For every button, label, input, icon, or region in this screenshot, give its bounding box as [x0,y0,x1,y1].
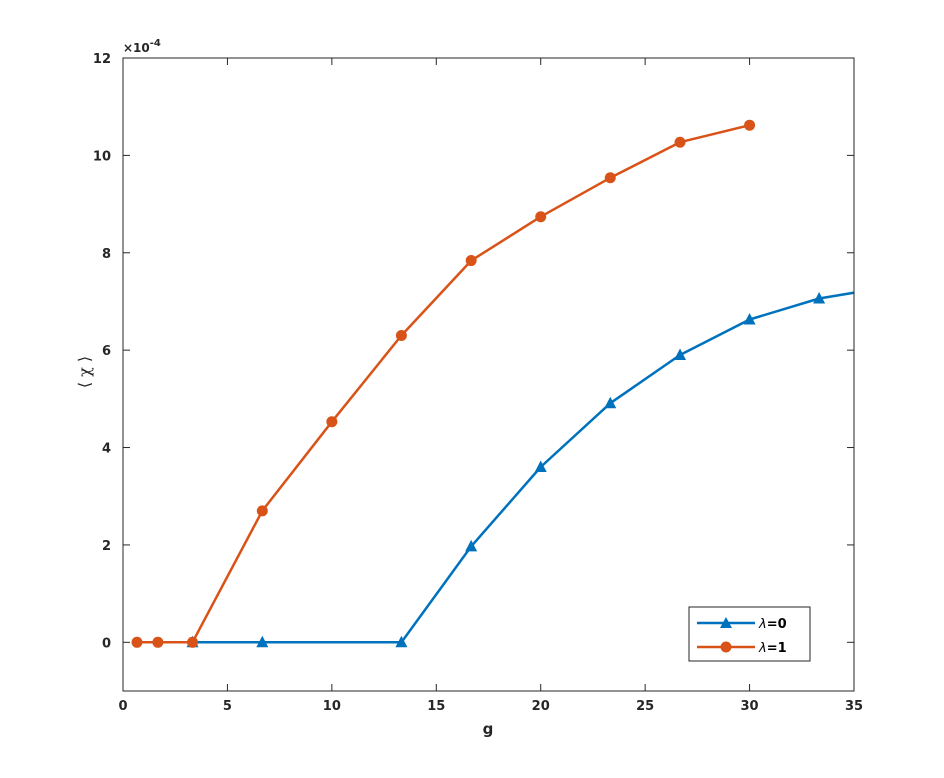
y-tick-label: 8 [102,247,111,262]
data-point [395,635,408,648]
data-point [131,636,143,648]
y-tick-label: 6 [102,344,111,359]
y-axis-exponent: ×10-4 [123,38,161,55]
y-exponent-base: ×10 [123,41,150,55]
data-point [604,172,616,184]
legend-entry-lambda-1: λ=1 [697,641,787,656]
plot-background [123,58,854,691]
data-point [256,635,269,648]
x-tick-label: 15 [427,699,445,714]
x-tick-label: 10 [323,699,341,714]
axes-box [122,57,855,692]
x-tick-label: 35 [845,699,863,714]
series-lambda-1 [131,119,756,648]
series-line [192,291,854,644]
data-point [326,416,338,428]
data-point [744,119,756,131]
legend-label-lambda-0: λ=0 [758,617,787,632]
data-point [743,312,756,325]
y-tick-label: 2 [102,539,111,554]
y-exponent-power: -4 [150,38,161,49]
y-tick-label: 12 [93,52,111,67]
data-point [152,636,164,648]
legend-symbol-lambda-0: λ [758,617,767,632]
legend-value-lambda-1: =1 [767,641,787,656]
data-point [187,636,199,648]
data-point [883,280,895,292]
x-axis-label: g [483,720,494,738]
y-tick-label: 0 [102,636,111,651]
data-point [535,211,547,223]
data-point [395,330,407,342]
legend-marker-triangle [720,617,732,628]
data-point [465,255,477,267]
data-point [674,136,686,148]
legend-entry-lambda-0: λ=0 [697,617,787,632]
axes-layer: 0 5 10 15 20 25 30 35 0 2 4 6 8 10 12 [93,52,863,714]
x-tick-label: 30 [741,699,759,714]
legend-label-lambda-1: λ=1 [758,641,787,656]
svg-text:×10-4: ×10-4 [123,38,161,55]
x-tick-label: 0 [118,699,127,714]
plot-area [123,58,854,691]
y-tick-label: 10 [93,149,111,164]
y-axis-label: ⟨ χ ⟩ [75,356,94,388]
data-point [256,505,268,517]
series-layer [131,119,895,648]
legend: λ=0 λ=1 [688,606,811,662]
x-tick-label: 5 [223,699,232,714]
data-point [534,460,547,473]
legend-marker-circle [720,641,732,653]
legend-box [688,606,811,662]
data-point [465,539,478,552]
legend-value-lambda-0: =0 [767,617,787,632]
x-tick-label: 20 [532,699,550,714]
data-point [813,292,826,304]
x-tick-label: 25 [636,699,654,714]
legend-symbol-lambda-1: λ [758,641,767,656]
y-tick-label: 4 [102,442,111,457]
data-point [604,396,617,409]
data-point [674,348,687,361]
series-lambda-0 [186,280,895,648]
